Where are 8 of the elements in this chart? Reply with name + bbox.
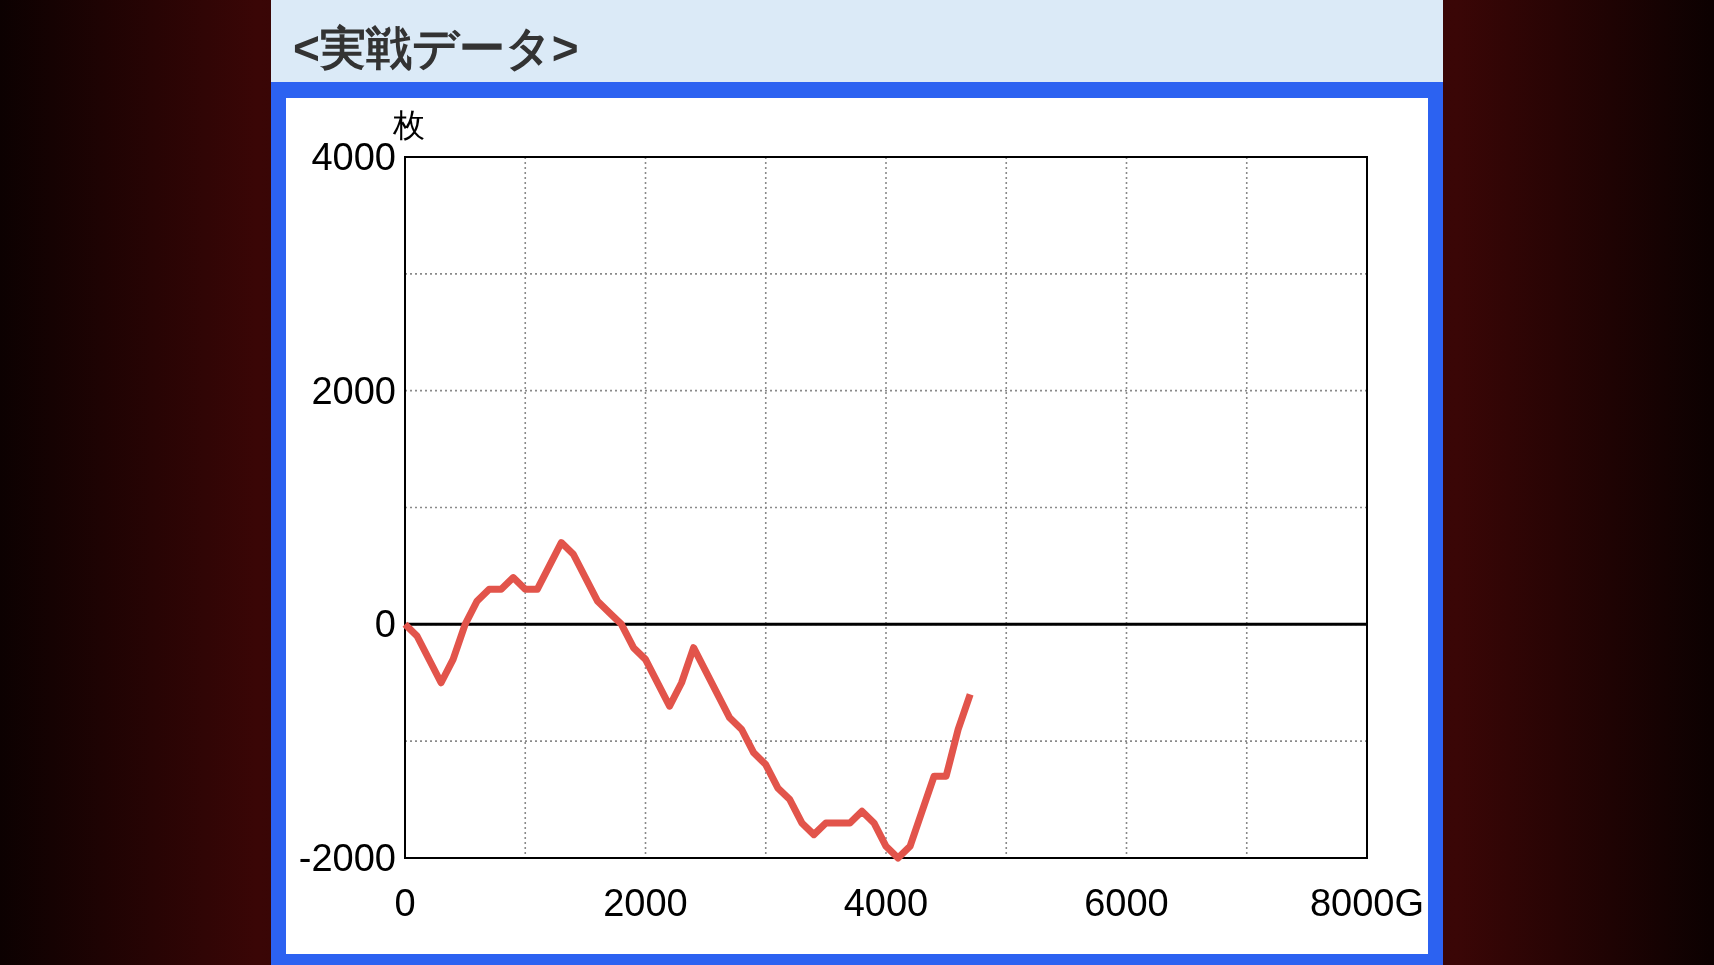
x-tick-label: 6000 [1084, 882, 1169, 924]
chart-title: <実戦データ> [293, 22, 579, 74]
x-tick-label: 8000G [1309, 882, 1425, 924]
y-tick-label: 0 [374, 603, 396, 646]
x-tick-label: 4000 [843, 882, 929, 924]
x-tick-label: 2000 [603, 882, 688, 924]
y-tick-label: -2000 [298, 837, 396, 879]
y-tick-label: 2000 [311, 369, 396, 412]
